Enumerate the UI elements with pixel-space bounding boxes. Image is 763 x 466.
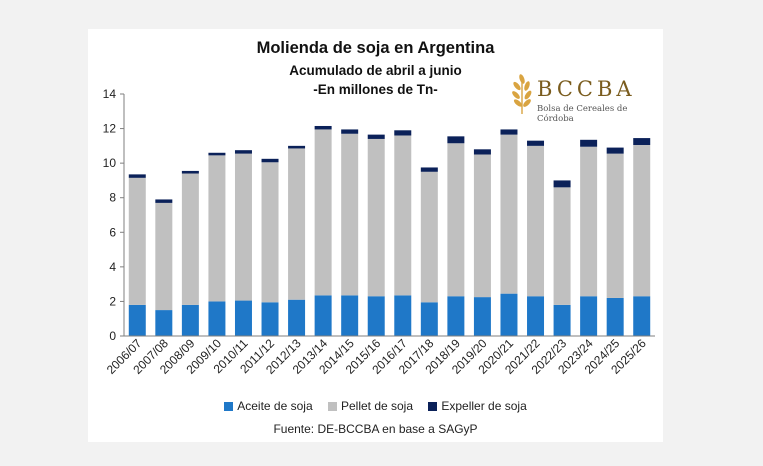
legend-label: Expeller de soja: [441, 399, 527, 413]
y-tick-label: 8: [109, 191, 116, 205]
bar-segment-expeller: [420, 167, 438, 172]
bar-segment-expeller: [527, 140, 545, 146]
bar-segment-aceite: [606, 297, 624, 336]
legend-item-pellet: Pellet de soja: [327, 399, 414, 413]
y-tick-label: 4: [109, 260, 116, 274]
bar-segment-aceite: [633, 296, 651, 336]
bar-segment-pellet: [208, 155, 226, 302]
bar-segment-expeller: [181, 170, 199, 174]
bar-segment-pellet: [394, 135, 412, 296]
bar-segment-aceite: [367, 296, 385, 336]
bar-segment-expeller: [473, 149, 491, 155]
bar-segment-aceite: [420, 302, 438, 336]
wheat-logo-icon: [512, 74, 532, 114]
bar-segment-expeller: [394, 130, 412, 136]
bar-segment-pellet: [341, 133, 359, 296]
legend-swatch: [224, 402, 234, 411]
bar-segment-pellet: [553, 187, 571, 305]
bar-segment-aceite: [208, 301, 226, 336]
chart-card: Molienda de soja en Argentina Acumulado …: [88, 29, 663, 442]
bar-segment-aceite: [473, 297, 491, 336]
chart-source: Fuente: DE-BCCBA en base a SAGyP: [273, 422, 478, 436]
bar-segment-expeller: [128, 174, 146, 178]
bar-segment-pellet: [181, 173, 199, 305]
bar-segment-pellet: [527, 145, 545, 297]
bar-segment-aceite: [288, 299, 306, 336]
bar-segment-pellet: [447, 143, 465, 297]
bar-segment-pellet: [234, 153, 252, 301]
bar-segment-aceite: [181, 304, 199, 336]
chart-unit-note: -En millones de Tn-: [313, 82, 438, 97]
bar-segment-aceite: [155, 310, 173, 336]
bar-segment-expeller: [580, 139, 598, 147]
bar-segment-aceite: [261, 302, 279, 336]
bar-segment-pellet: [261, 162, 279, 303]
bar-segment-expeller: [553, 180, 571, 188]
legend-label: Pellet de soja: [340, 399, 414, 413]
legend-swatch: [327, 402, 337, 411]
bar-segment-pellet: [128, 177, 146, 305]
bar-segment-pellet: [500, 134, 518, 294]
bar-segment-pellet: [633, 144, 651, 297]
legend-item-expeller: Expeller de soja: [428, 399, 527, 413]
legend-item-aceite: Aceite de soja: [224, 399, 313, 413]
bar-segment-expeller: [500, 129, 518, 135]
logo-subtext: Bolsa de Cereales de Córdoba: [537, 104, 628, 124]
bar-segment-expeller: [606, 147, 624, 154]
y-tick-label: 0: [109, 329, 116, 343]
bar-segment-pellet: [155, 202, 173, 311]
bar-segment-aceite: [314, 295, 332, 336]
chart-legend: Aceite de soja Pellet de soja Expeller d…: [88, 399, 663, 413]
bar-segment-aceite: [128, 304, 146, 336]
bar-segment-expeller: [208, 152, 226, 156]
bar-segment-pellet: [580, 146, 598, 297]
y-tick-label: 10: [103, 156, 117, 170]
stacked-bar-chart: 024681012142006/072007/082008/092009/102…: [103, 87, 655, 377]
bar-segment-pellet: [473, 154, 491, 298]
bar-segment-pellet: [367, 138, 385, 297]
legend-label: Aceite de soja: [237, 399, 313, 413]
bar-segment-expeller: [288, 145, 306, 149]
bar-segment-aceite: [234, 300, 252, 336]
y-tick-label: 6: [109, 225, 116, 239]
legend-swatch: [428, 402, 438, 411]
y-tick-label: 14: [103, 87, 117, 101]
bar-segment-expeller: [314, 125, 332, 130]
bar-segment-aceite: [553, 304, 571, 336]
bar-segment-aceite: [580, 296, 598, 336]
bar-segment-expeller: [447, 136, 465, 144]
bar-segment-aceite: [527, 296, 545, 336]
bar-segment-pellet: [314, 129, 332, 296]
chart-title: Molienda de soja en Argentina: [256, 39, 495, 57]
bar-segment-pellet: [606, 153, 624, 298]
bar-segment-expeller: [367, 134, 385, 139]
bar-segment-expeller: [261, 158, 279, 163]
chart-subtitle: Acumulado de abril a junio: [289, 63, 462, 78]
bar-segment-expeller: [633, 138, 651, 145]
bar-segment-aceite: [394, 295, 412, 336]
y-tick-label: 12: [103, 122, 117, 136]
bar-segment-aceite: [447, 296, 465, 336]
y-tick-label: 2: [109, 294, 116, 308]
bar-segment-pellet: [288, 148, 306, 300]
bar-segment-aceite: [341, 295, 359, 336]
bar-segment-expeller: [155, 199, 173, 203]
bar-segment-pellet: [420, 171, 438, 303]
bar-segment-expeller: [341, 129, 359, 134]
bar-segment-expeller: [234, 150, 252, 154]
bar-segment-aceite: [500, 293, 518, 336]
logo-text: BCCBA: [537, 77, 636, 101]
